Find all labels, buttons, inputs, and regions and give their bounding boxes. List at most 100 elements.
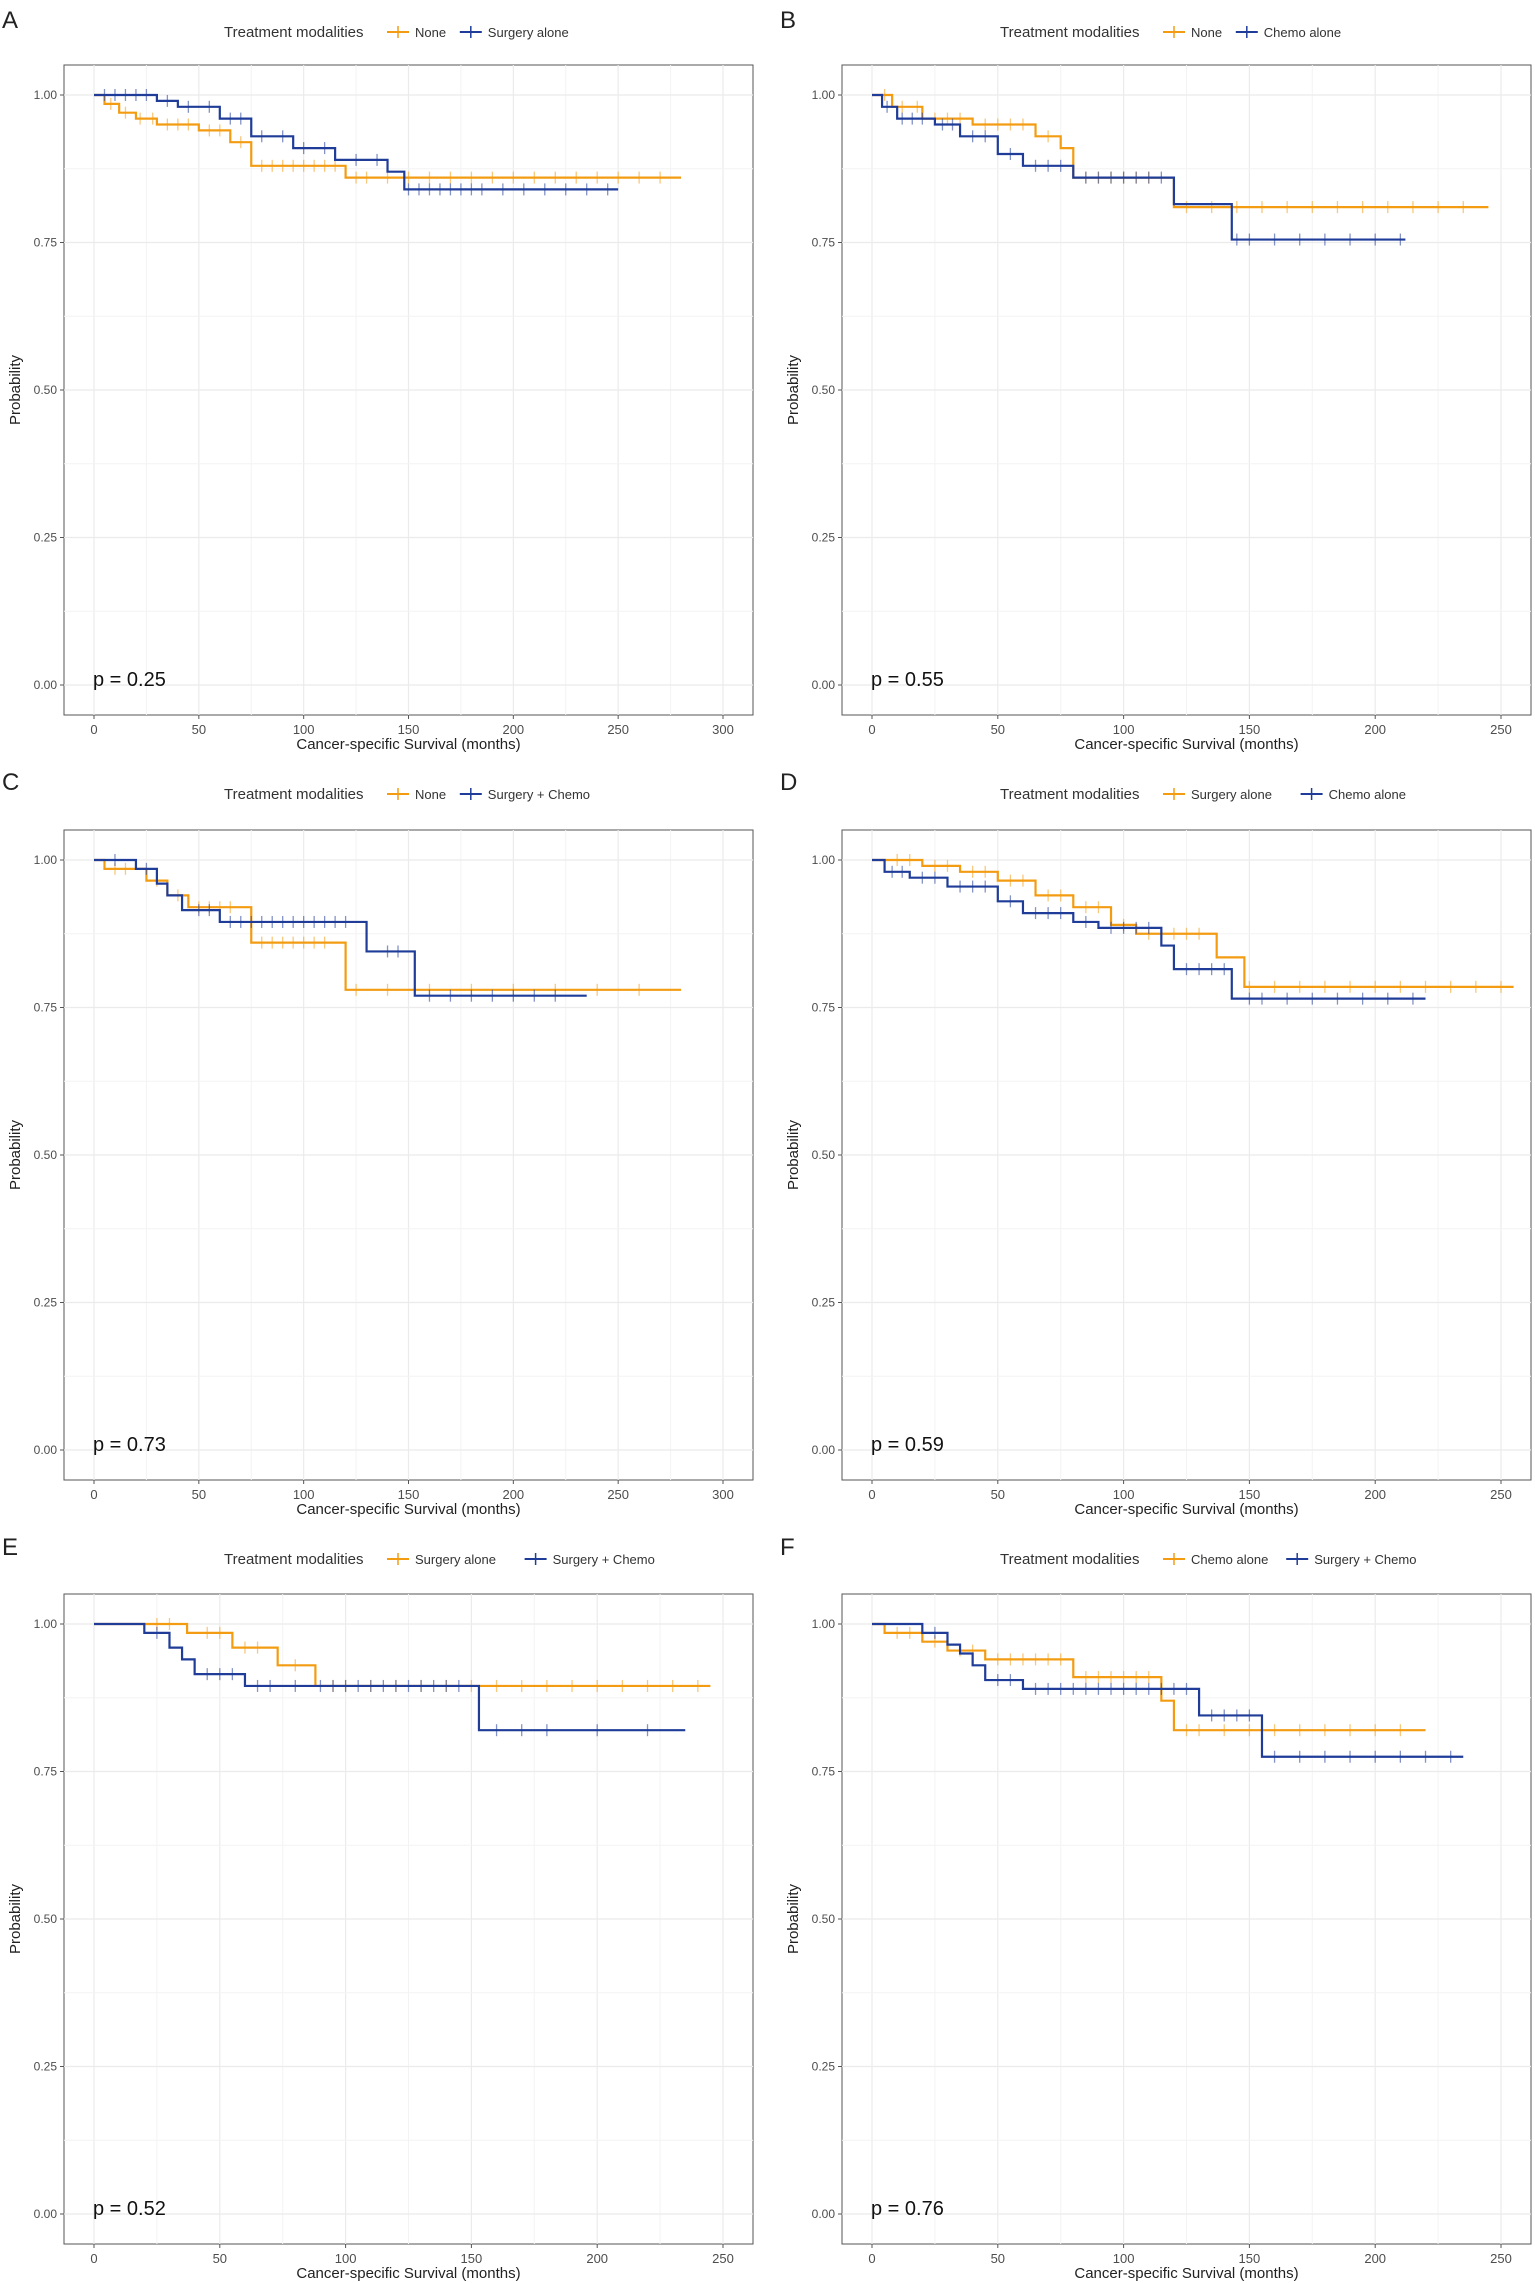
x-tick-label: 250 [712, 2251, 734, 2266]
y-tick-label: 0.25 [34, 2060, 58, 2074]
x-tick-label: 200 [1364, 722, 1386, 737]
y-tick-label: 1.00 [812, 853, 836, 867]
panel-label: C [2, 769, 19, 796]
panel-label: A [2, 7, 18, 34]
y-tick-label: 1.00 [812, 88, 836, 102]
legend-entry: Chemo alone [1329, 787, 1406, 802]
x-tick-label: 150 [1239, 2251, 1261, 2266]
x-tick-label: 0 [90, 2251, 97, 2266]
x-tick-label: 200 [586, 2251, 608, 2266]
panel-a: A Treatment modalities None Surgery alone 0 5… [2, 7, 754, 753]
panel-label: D [780, 769, 797, 796]
x-tick-label: 0 [868, 2251, 875, 2266]
y-tick-label: 0.50 [812, 383, 836, 397]
x-axis-title: Cancer-specific Survival (months) [296, 736, 520, 753]
p-value: p = 0.25 [93, 669, 166, 691]
series-line-surgery-alone [94, 93, 619, 191]
x-tick-label: 0 [90, 1487, 97, 1502]
panel-e: E Treatment modalities Surgery alone Surger… [2, 1534, 754, 2282]
y-tick-label: 0.75 [812, 1765, 836, 1779]
y-tick-label: 0.00 [812, 678, 836, 692]
y-tick-label: 0.50 [812, 1912, 836, 1926]
y-tick-label: 1.00 [34, 853, 58, 867]
series-line-surgery-alone [872, 858, 1514, 988]
x-tick-label: 200 [502, 1487, 524, 1502]
p-value: p = 0.59 [871, 1434, 944, 1456]
x-tick-label: 150 [1239, 1487, 1261, 1502]
x-tick-label: 50 [213, 2251, 227, 2266]
legend-entry: Surgery + Chemo [553, 1552, 655, 1567]
panel-c: C Treatment modalities None Surgery + Chemo… [2, 769, 754, 1518]
x-axis-title: Cancer-specific Survival (months) [1074, 2265, 1298, 2282]
x-tick-label: 100 [1113, 722, 1135, 737]
y-tick-label: 0.25 [812, 2060, 836, 2074]
x-axis-title: Cancer-specific Survival (months) [1074, 1501, 1298, 1518]
p-value: p = 0.76 [871, 2198, 944, 2220]
p-value: p = 0.52 [93, 2198, 166, 2220]
x-tick-label: 200 [1364, 1487, 1386, 1502]
x-tick-label: 100 [1113, 1487, 1135, 1502]
legend-entry: Surgery alone [488, 25, 569, 40]
x-tick-label: 0 [868, 722, 875, 737]
series-line-chemo-alone [872, 1622, 1426, 1732]
series-line-chemo-alone [872, 93, 1406, 241]
legend-title: Treatment modalities [1000, 1551, 1140, 1568]
y-axis-title: Probability [7, 1119, 24, 1190]
y-tick-label: 0.50 [34, 383, 58, 397]
x-tick-label: 50 [991, 722, 1005, 737]
x-axis-title: Cancer-specific Survival (months) [1074, 736, 1298, 753]
legend-entry: Surgery alone [1191, 787, 1272, 802]
y-tick-label: 0.50 [812, 1148, 836, 1162]
x-tick-label: 200 [502, 722, 524, 737]
x-tick-label: 250 [1490, 2251, 1512, 2266]
legend-title: Treatment modalities [224, 786, 364, 803]
legend-title: Treatment modalities [1000, 786, 1140, 803]
panel-label: E [2, 1534, 18, 1561]
legend-entry: Surgery + Chemo [1314, 1552, 1416, 1567]
y-axis-title: Probability [7, 354, 24, 425]
legend-entry: None [1191, 25, 1222, 40]
y-tick-label: 0.00 [34, 2207, 58, 2221]
panel-b: B Treatment modalities None Chemo alone 0 50 1… [780, 7, 1532, 753]
y-tick-label: 0.00 [812, 1443, 836, 1457]
y-axis-title: Probability [7, 1883, 24, 1954]
x-tick-label: 50 [991, 1487, 1005, 1502]
x-tick-label: 200 [1364, 2251, 1386, 2266]
y-tick-label: 1.00 [34, 88, 58, 102]
y-tick-label: 0.75 [812, 1001, 836, 1015]
y-tick-label: 1.00 [812, 1617, 836, 1631]
legend-title: Treatment modalities [224, 1551, 364, 1568]
panel-f: F Treatment modalities Chemo alone Surgery … [780, 1534, 1532, 2282]
x-tick-label: 50 [991, 2251, 1005, 2266]
y-tick-label: 0.25 [812, 531, 836, 545]
panel-d: D Treatment modalities Surgery alone Chemo … [780, 769, 1532, 1518]
panel-label: B [780, 7, 796, 34]
series-line-surgery-chemo [872, 1622, 1464, 1758]
x-tick-label: 250 [1490, 1487, 1512, 1502]
x-axis-title: Cancer-specific Survival (months) [296, 2265, 520, 2282]
x-tick-label: 300 [712, 1487, 734, 1502]
x-tick-label: 100 [293, 1487, 315, 1502]
legend-title: Treatment modalities [1000, 24, 1140, 41]
x-tick-label: 150 [1239, 722, 1261, 737]
x-tick-label: 250 [607, 1487, 629, 1502]
p-value: p = 0.55 [871, 669, 944, 691]
x-tick-label: 50 [192, 1487, 206, 1502]
y-tick-label: 0.50 [34, 1912, 58, 1926]
y-tick-label: 0.00 [34, 1443, 58, 1457]
x-tick-label: 150 [461, 2251, 483, 2266]
y-tick-label: 0.25 [34, 1296, 58, 1310]
y-tick-label: 0.00 [812, 2207, 836, 2221]
x-tick-label: 100 [1113, 2251, 1135, 2266]
y-tick-label: 0.25 [34, 531, 58, 545]
y-tick-label: 0.75 [34, 236, 58, 250]
legend-entry: Surgery alone [415, 1552, 496, 1567]
series-line-surgery-alone [94, 1622, 711, 1688]
y-tick-label: 0.50 [34, 1148, 58, 1162]
x-tick-label: 100 [293, 722, 315, 737]
y-tick-label: 0.75 [34, 1001, 58, 1015]
x-axis-title: Cancer-specific Survival (months) [296, 1501, 520, 1518]
legend-entry: Surgery + Chemo [488, 787, 590, 802]
y-axis-title: Probability [785, 1883, 802, 1954]
